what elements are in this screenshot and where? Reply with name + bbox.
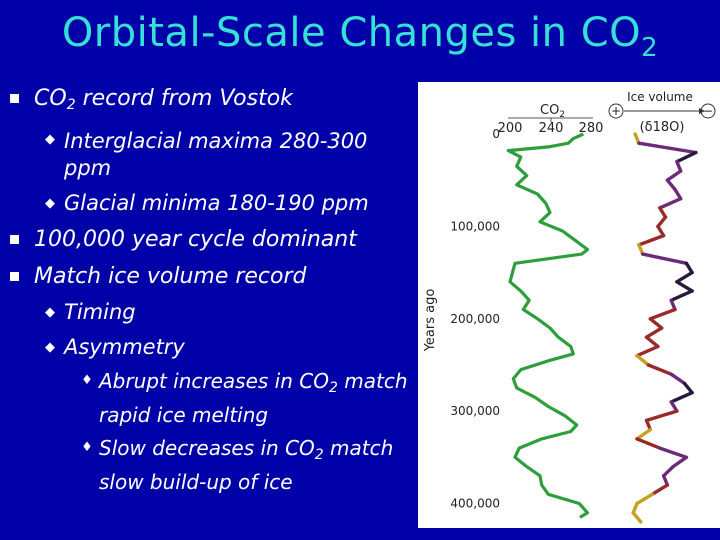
- ice-volume-curve-segment: [635, 354, 651, 367]
- square-bullet-icon: [10, 235, 19, 244]
- delta-o18-label: (δ18O): [640, 120, 685, 135]
- bullet-subscript: 2: [66, 97, 76, 113]
- ice-volume-curve-segment: [673, 187, 683, 201]
- ice-volume-curve-segment: [682, 381, 694, 395]
- co2-tick-label: 240: [539, 121, 564, 136]
- co2-axis-label: CO2: [540, 103, 565, 120]
- co2-tick-label: 200: [498, 121, 523, 136]
- arrow-head-icon: [699, 108, 705, 114]
- square-bullet-icon: [10, 272, 19, 281]
- y-axis-label: Years ago: [423, 289, 438, 353]
- ice-volume-curve-segment: [648, 317, 664, 330]
- ice-volume-curve-segment: [669, 372, 687, 386]
- ice-volume-curve-segment: [646, 363, 673, 376]
- square-bullet-icon: [10, 94, 19, 103]
- ice-volume-curve-segment: [658, 446, 689, 459]
- slide-title: Orbital-Scale Changes in CO2: [0, 8, 720, 73]
- minus-sign: −: [703, 104, 713, 118]
- ice-volume-curve-segment: [675, 270, 694, 284]
- diamond-bullet-icon: ◆: [45, 196, 55, 211]
- ice-volume-curve-segment: [644, 335, 660, 349]
- bullet-match-ice-volume: Match ice volume record: [10, 258, 420, 295]
- ice-volume-curve-segment: [635, 492, 654, 506]
- y-tick-label: 300,000: [450, 404, 500, 418]
- y-tick-label: 0: [492, 127, 500, 141]
- diamond-bullet-icon: ◆: [45, 340, 55, 355]
- ice-volume-curve-segment: [640, 252, 689, 266]
- ice-volume-curve-segment: [650, 483, 670, 496]
- ice-volume-curve-segment: [675, 150, 698, 164]
- y-tick-label: 400,000: [450, 497, 500, 511]
- diamond-bullet-icon: ◆: [45, 305, 55, 320]
- ice-volume-curve-segment: [637, 233, 666, 247]
- bullet-interglacial-maxima: ◆ Interglacial maxima 280-300 ppm: [10, 124, 420, 186]
- bullet-text-tail: record from Vostok: [75, 86, 293, 111]
- ice-volume-label: Ice volume: [627, 90, 693, 104]
- bullet-text: Interglacial maxima 280-300 ppm: [64, 129, 368, 180]
- bullet-slow-decreases: ♦ Slow decreases in CO2 match slow build…: [10, 432, 420, 499]
- bullet-text: Abrupt increases in CO: [99, 369, 329, 393]
- bullet-timing: ◆ Timing: [10, 295, 420, 330]
- bullet-text: Match ice volume record: [34, 264, 307, 289]
- slide-title-subscript: 2: [641, 33, 659, 63]
- bullet-abrupt-increases: ♦ Abrupt increases in CO2 match rapid ic…: [10, 365, 420, 432]
- ice-volume-curve-segment: [644, 409, 679, 423]
- arrow-bullet-icon: ♦: [81, 373, 93, 388]
- ice-volume-curve-segment: [675, 280, 694, 293]
- bullet-text: CO: [34, 86, 67, 111]
- vostok-chart: CO2 200 240 280 Ice volume + − (δ18O) Ye…: [423, 90, 716, 524]
- ice-volume-curve-segment: [658, 196, 683, 210]
- bullet-text: Timing: [64, 300, 136, 324]
- ice-volume-curve-segment: [635, 344, 660, 358]
- ice-volume-curve-segment: [665, 169, 683, 182]
- bullet-glacial-minima: ◆ Glacial minima 180-190 ppm: [10, 186, 420, 221]
- ice-volume-curve-segment: [669, 289, 694, 303]
- bullet-text: 100,000 year cycle dominant: [34, 227, 357, 252]
- bullet-subscript: 2: [328, 380, 338, 396]
- ice-volume-curve-segment: [658, 206, 668, 219]
- bullet-co2-record: CO2 record from Vostok: [10, 80, 420, 124]
- bullet-subscript: 2: [314, 447, 324, 463]
- ice-volume-curve-segment: [656, 224, 666, 238]
- ice-volume-curve-segment: [635, 437, 662, 450]
- ice-volume-curve-segment: [631, 511, 643, 524]
- ice-volume-curve-segment: [684, 261, 694, 275]
- diamond-bullet-icon: ◆: [45, 132, 55, 147]
- ice-volume-curve-segment: [669, 391, 694, 404]
- bullet-text: Glacial minima 180-190 ppm: [64, 191, 369, 215]
- ice-volume-curve-segment: [661, 464, 675, 478]
- co2-curve: [506, 132, 590, 519]
- y-tick-label: 100,000: [450, 219, 500, 233]
- bullet-list: CO2 record from Vostok ◆ Interglacial ma…: [10, 80, 420, 499]
- co2-tick-label: 280: [579, 121, 604, 136]
- ice-volume-curve-segment: [635, 427, 653, 441]
- bullet-text: Asymmetry: [64, 335, 185, 359]
- ice-volume-curve-segment: [637, 141, 698, 155]
- bullet-text-tail: match rapid ice melting: [99, 369, 408, 427]
- data-curves: [506, 132, 698, 524]
- ice-volume-curve-segment: [656, 215, 668, 229]
- bullet-text-tail: match slow build-up of ice: [99, 436, 394, 494]
- slide-title-text: Orbital-Scale Changes in CO: [61, 10, 642, 56]
- y-tick-label: 200,000: [450, 312, 500, 326]
- bullet-asymmetry: ◆ Asymmetry: [10, 330, 420, 365]
- ice-volume-curve-segment: [671, 455, 689, 469]
- plus-sign: +: [611, 104, 621, 118]
- bullet-100000-year-cycle: 100,000 year cycle dominant: [10, 221, 420, 258]
- ice-volume-curve-segment: [648, 307, 677, 321]
- arrow-bullet-icon: ♦: [81, 440, 93, 455]
- vostok-figure: CO2 200 240 280 Ice volume + − (δ18O) Ye…: [418, 82, 720, 528]
- figure-header: CO2 200 240 280 Ice volume + − (δ18O): [498, 90, 716, 136]
- ice-volume-curve-segment: [669, 400, 679, 413]
- y-tick-labels: 0 100,000 200,000 300,000 400,000: [450, 127, 500, 511]
- ice-volume-curve-segment: [644, 326, 664, 339]
- plus-circle-icon: [608, 103, 624, 119]
- bullet-text: Slow decreases in CO: [99, 436, 315, 460]
- ice-volume-curve-segment: [665, 178, 677, 192]
